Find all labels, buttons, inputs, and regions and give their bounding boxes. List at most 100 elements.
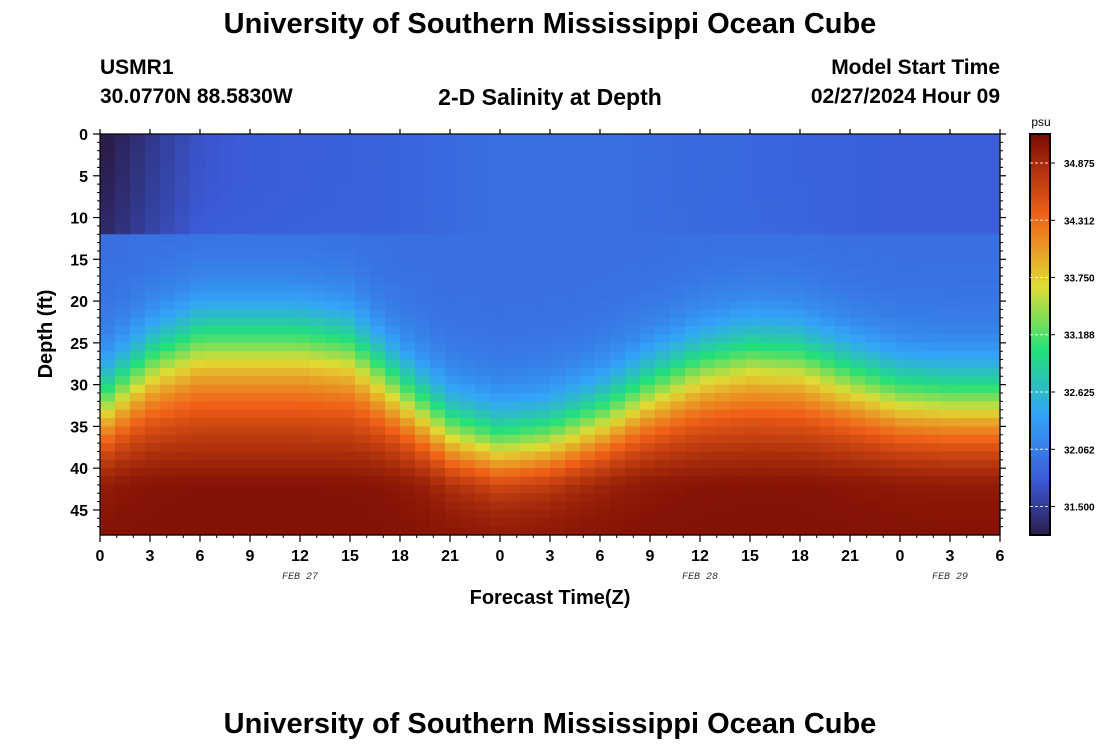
heatmap-cell xyxy=(475,184,491,194)
heatmap-cell xyxy=(580,434,596,444)
heatmap-cell xyxy=(445,459,461,469)
heatmap-cell xyxy=(490,184,506,194)
heatmap-cell xyxy=(715,234,731,244)
heatmap-cell xyxy=(220,334,236,344)
heatmap-cell xyxy=(355,334,371,344)
heatmap-cell xyxy=(520,384,536,394)
heatmap-cell xyxy=(175,426,191,436)
heatmap-cell xyxy=(640,276,656,285)
heatmap-cell xyxy=(505,159,521,169)
heatmap-cell xyxy=(640,459,656,469)
heatmap-cell xyxy=(505,501,521,511)
heatmap-cell xyxy=(385,334,401,344)
heatmap-cell xyxy=(220,409,236,419)
heatmap-cell xyxy=(820,409,836,419)
heatmap-cell xyxy=(280,259,296,269)
heatmap-cell xyxy=(925,342,941,352)
heatmap-cell xyxy=(880,459,896,469)
heatmap-cell xyxy=(340,250,356,260)
date-label: FEB 29 xyxy=(932,572,968,583)
heatmap-cell xyxy=(595,351,611,361)
heatmap-cell xyxy=(595,267,611,277)
heatmap-cell xyxy=(430,259,446,269)
heatmap-cell xyxy=(265,234,281,244)
heatmap-cell xyxy=(460,250,476,260)
heatmap-cell xyxy=(475,418,491,427)
heatmap-cell xyxy=(490,192,506,202)
heatmap-cell xyxy=(325,242,341,252)
heatmap-cell xyxy=(490,267,506,277)
heatmap-cell xyxy=(280,376,296,386)
heatmap-cell xyxy=(415,301,431,311)
heatmap-cell xyxy=(580,418,596,427)
heatmap-cell xyxy=(760,493,776,503)
heatmap-cell xyxy=(445,309,461,319)
heatmap-cell xyxy=(415,292,431,302)
heatmap-cell xyxy=(970,142,986,152)
heatmap-cell xyxy=(400,192,416,202)
heatmap-cell xyxy=(250,526,266,536)
heatmap-cell xyxy=(790,409,806,419)
heatmap-cell xyxy=(475,309,491,319)
heatmap-cell xyxy=(940,284,956,294)
heatmap-cell xyxy=(565,384,581,394)
heatmap-cell xyxy=(850,493,866,503)
heatmap-cell xyxy=(385,134,401,143)
heatmap-cell xyxy=(910,167,926,177)
heatmap-cell xyxy=(985,476,1001,486)
heatmap-cell xyxy=(910,326,926,336)
heatmap-cell xyxy=(880,334,896,344)
heatmap-cell xyxy=(310,468,326,478)
heatmap-cell xyxy=(520,167,536,177)
heatmap-cell xyxy=(115,501,131,511)
heatmap-cell xyxy=(655,192,671,202)
heatmap-cell xyxy=(670,351,686,361)
heatmap-cell xyxy=(655,317,671,327)
heatmap-cell xyxy=(910,509,926,519)
heatmap-cell xyxy=(880,468,896,478)
heatmap-cell xyxy=(625,418,641,427)
heatmap-cell xyxy=(130,367,146,377)
heatmap-cell xyxy=(925,476,941,486)
heatmap-cell xyxy=(865,434,881,444)
heatmap-cell xyxy=(490,175,506,185)
heatmap-cell xyxy=(145,250,161,260)
heatmap-cell xyxy=(880,250,896,260)
heatmap-cell xyxy=(550,484,566,494)
heatmap-cell xyxy=(970,376,986,386)
x-axis-title: Forecast Time(Z) xyxy=(470,587,631,609)
heatmap-cell xyxy=(670,184,686,194)
heatmap-cell xyxy=(670,159,686,169)
heatmap-cell xyxy=(145,526,161,536)
heatmap-cell xyxy=(310,509,326,519)
heatmap-cell xyxy=(475,159,491,169)
heatmap-cell xyxy=(220,317,236,327)
heatmap-cell xyxy=(295,443,311,453)
heatmap-cell xyxy=(535,159,551,169)
heatmap-cell xyxy=(535,200,551,210)
heatmap-cell xyxy=(850,326,866,336)
heatmap-cell xyxy=(565,476,581,486)
heatmap-cell xyxy=(865,376,881,386)
heatmap-cell xyxy=(535,468,551,478)
heatmap-cell xyxy=(745,334,761,344)
heatmap-cell xyxy=(775,209,791,219)
heatmap-cell xyxy=(385,509,401,519)
heatmap-cell xyxy=(310,267,326,277)
heatmap-cell xyxy=(415,217,431,227)
heatmap-cell xyxy=(865,301,881,311)
heatmap-cell xyxy=(460,526,476,536)
heatmap-cell xyxy=(580,234,596,244)
heatmap-cell xyxy=(115,484,131,494)
heatmap-cell xyxy=(295,292,311,302)
heatmap-cell xyxy=(805,443,821,453)
heatmap-cell xyxy=(400,409,416,419)
heatmap-cell xyxy=(880,342,896,352)
heatmap-cell xyxy=(910,434,926,444)
heatmap-cell xyxy=(895,451,911,461)
heatmap-cell xyxy=(880,409,896,419)
heatmap-cell xyxy=(895,334,911,344)
heatmap-cell xyxy=(535,392,551,402)
heatmap-cell xyxy=(100,200,116,210)
heatmap-cell xyxy=(835,134,851,143)
